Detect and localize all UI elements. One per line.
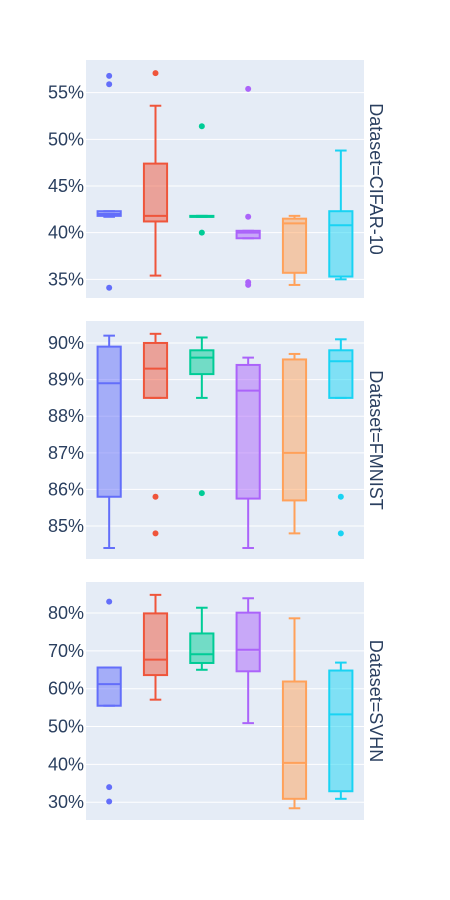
y-tick-label: 50%: [48, 717, 84, 737]
y-tick-label: 45%: [48, 176, 84, 196]
box-4: [235, 597, 261, 725]
box-6: [328, 338, 354, 537]
y-tick-label: 40%: [48, 754, 84, 774]
y-tick-label: 86%: [48, 479, 84, 499]
box-iqr: [142, 612, 169, 677]
box-2: [142, 332, 169, 537]
y-tick-label: 88%: [48, 406, 84, 426]
box-iqr: [189, 632, 215, 664]
y-tick-label: 30%: [48, 792, 84, 812]
y-tick-label: 80%: [48, 603, 84, 623]
box-iqr: [281, 217, 308, 274]
outlier-point: [245, 213, 252, 220]
outlier-point: [106, 72, 113, 79]
outlier-point: [152, 70, 159, 77]
y-tick-label: 87%: [48, 443, 84, 463]
outlier-point: [337, 530, 344, 537]
outlier-point: [106, 284, 113, 291]
y-tick-label: 89%: [48, 370, 84, 390]
outlier-point: [106, 598, 113, 605]
box-iqr: [96, 345, 122, 498]
box-iqr: [328, 210, 354, 278]
facet-panel-2: 85% 86% 87% 88% 89% 90% Dataset=FMNIST: [48, 321, 386, 559]
y-tick-label: 70%: [48, 641, 84, 661]
box-3: [189, 606, 215, 671]
box-1: [96, 334, 122, 550]
box-iqr: [281, 358, 308, 502]
outlier-point: [245, 281, 252, 288]
box-iqr: [328, 349, 354, 399]
box-2: [142, 70, 169, 277]
box-iqr: [142, 341, 169, 399]
box-1: [96, 598, 122, 805]
outlier-point: [337, 493, 344, 500]
outlier-point: [106, 81, 113, 88]
facet-label: Dataset=SVHN: [366, 640, 386, 763]
outlier-point: [245, 85, 252, 92]
y-tick-label: 90%: [48, 333, 84, 353]
box-6: [328, 149, 354, 281]
facet-panel-1: 35% 40% 45% 50% 55% Dataset=CIFAR-10: [48, 60, 386, 298]
facet-label: Dataset=CIFAR-10: [366, 103, 386, 255]
facet-label: Dataset=FMNIST: [366, 370, 386, 510]
box-iqr: [235, 611, 261, 673]
box-3: [189, 336, 215, 497]
box-4: [235, 356, 261, 550]
facet-panel-3: 30% 40% 50% 60% 70% 80% Dataset=SVHN: [48, 582, 386, 820]
y-tick-label: 55%: [48, 83, 84, 103]
y-tick-label: 60%: [48, 679, 84, 699]
plot-background: [86, 321, 364, 559]
box-iqr: [96, 666, 122, 707]
outlier-point: [198, 229, 205, 236]
outlier-point: [106, 798, 113, 805]
box-iqr: [189, 349, 215, 376]
box-1: [96, 72, 122, 291]
y-tick-label: 35%: [48, 269, 84, 289]
y-tick-label: 50%: [48, 129, 84, 149]
box-2: [142, 593, 169, 701]
plot-background: [86, 60, 364, 298]
box-iqr: [235, 229, 261, 240]
outlier-point: [198, 123, 205, 130]
outlier-point: [198, 490, 205, 497]
plot-background: [86, 582, 364, 820]
outlier-point: [152, 493, 159, 500]
outlier-point: [152, 530, 159, 537]
box-iqr: [281, 680, 308, 800]
box-4: [235, 85, 261, 288]
box-iqr: [328, 669, 354, 793]
box-6: [328, 661, 354, 800]
box-5: [281, 214, 308, 286]
box-iqr: [142, 162, 169, 223]
y-tick-label: 40%: [48, 223, 84, 243]
box-3: [189, 123, 215, 236]
y-tick-label: 85%: [48, 516, 84, 536]
box-5: [281, 617, 308, 810]
box-iqr: [235, 363, 261, 500]
box-5: [281, 352, 308, 535]
outlier-point: [106, 784, 113, 791]
